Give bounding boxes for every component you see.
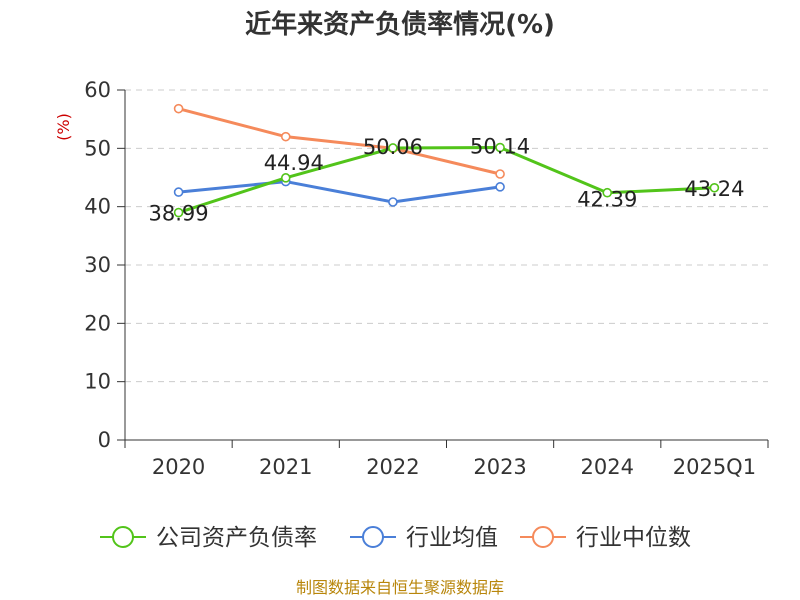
data-point: [495, 169, 505, 179]
series-line: [178, 180, 501, 204]
data-point: [173, 207, 184, 218]
y-tick-label: 60: [84, 78, 111, 102]
source-note: 制图数据来自恒生聚源数据库: [296, 578, 504, 597]
data-label: 50.14: [470, 135, 530, 159]
legend-item: 行业中位数: [520, 525, 691, 551]
x-tick-label: 2023: [473, 455, 526, 479]
data-label: 44.94: [264, 151, 324, 175]
y-axis-unit-label: (%): [54, 113, 73, 141]
y-tick-label: 30: [84, 253, 111, 277]
y-tick-label: 10: [84, 370, 111, 394]
data-point: [173, 187, 184, 197]
data-point: [388, 143, 398, 153]
y-tick-label: 20: [84, 311, 111, 335]
data-point: [173, 103, 184, 114]
series-2: [173, 103, 505, 179]
y-tick-label: 50: [84, 136, 111, 160]
data-label: 38.99: [149, 202, 209, 226]
data-point: [709, 182, 720, 193]
series-line: [178, 107, 501, 176]
x-tick-label: 2024: [581, 455, 634, 479]
series-1: [173, 176, 505, 207]
data-point: [388, 197, 398, 207]
legend-item: 公司资产负债率: [100, 525, 317, 551]
legend-marker: [362, 526, 384, 548]
legend-label: 行业中位数: [576, 525, 691, 551]
legend-label: 公司资产负债率: [156, 525, 317, 551]
legend-item: 行业均值: [350, 525, 498, 551]
legend-marker: [112, 526, 134, 548]
data-point: [495, 142, 505, 153]
legend-marker: [532, 526, 554, 548]
y-tick-label: 40: [84, 195, 111, 219]
data-label: 42.39: [577, 188, 637, 212]
y-tick-label: 0: [98, 428, 111, 452]
chart-title: 近年来资产负债率情况(%): [245, 9, 555, 40]
x-tick-label: 2025Q1: [673, 455, 756, 479]
legend-label: 行业均值: [406, 525, 498, 551]
x-tick-label: 2021: [259, 455, 312, 479]
series-line: [178, 146, 715, 214]
data-point: [495, 182, 505, 192]
data-point: [280, 173, 291, 183]
data-label: 43.24: [684, 177, 744, 201]
series-0: [173, 142, 720, 218]
data-point: [602, 187, 613, 198]
x-tick-label: 2022: [366, 455, 419, 479]
x-tick-label: 2020: [152, 455, 205, 479]
data-point: [280, 131, 291, 142]
data-label: 50.06: [363, 135, 423, 159]
